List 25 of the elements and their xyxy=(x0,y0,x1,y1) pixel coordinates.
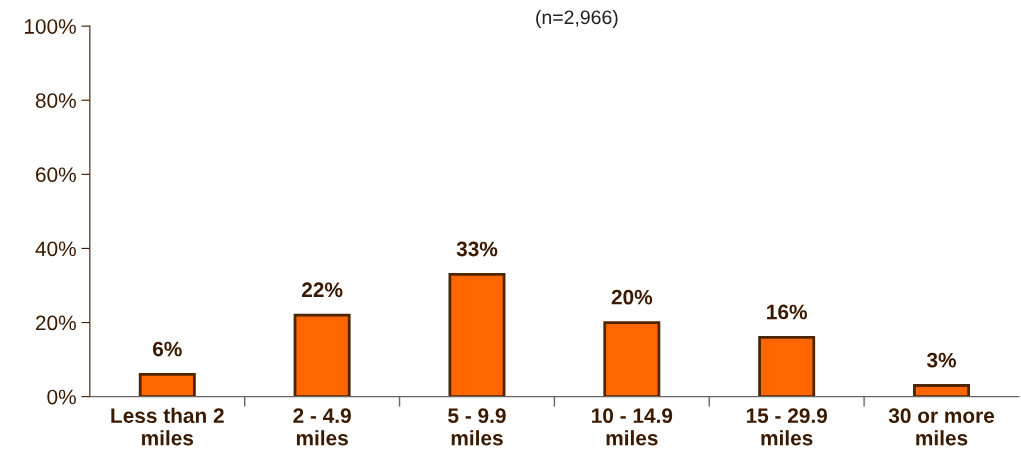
bar xyxy=(913,384,971,397)
y-tick-label: 0% xyxy=(47,389,76,405)
chart-subtitle: (n=2,966) xyxy=(536,9,618,29)
bar xyxy=(448,272,506,397)
bar xyxy=(603,321,661,397)
data-label: 3% xyxy=(926,352,957,368)
data-label: 33% xyxy=(456,241,498,257)
y-tick-label: 100% xyxy=(24,19,76,34)
x-tick-label: 10 - 14.9 miles xyxy=(592,408,673,446)
y-tick-label: 40% xyxy=(35,241,76,257)
y-tick-label: 80% xyxy=(35,93,76,108)
x-tick-label: Less than 2 miles xyxy=(111,407,224,446)
y-tick-label: 60% xyxy=(36,167,76,183)
data-label: 16% xyxy=(767,304,807,320)
data-label: 20% xyxy=(611,289,653,305)
x-tick-label: 15 - 29.9 miles xyxy=(746,408,828,446)
bar xyxy=(293,313,351,397)
bar xyxy=(138,373,196,397)
x-tick-label: 30 or more miles xyxy=(888,408,995,446)
y-tick-label: 20% xyxy=(36,315,76,331)
x-tick-label: 2 - 4.9 miles xyxy=(293,408,351,446)
data-label: 22% xyxy=(302,282,343,298)
bar xyxy=(758,335,816,397)
x-tick-label: 5 - 9.9 miles xyxy=(448,408,506,446)
data-label: 6% xyxy=(152,341,182,357)
